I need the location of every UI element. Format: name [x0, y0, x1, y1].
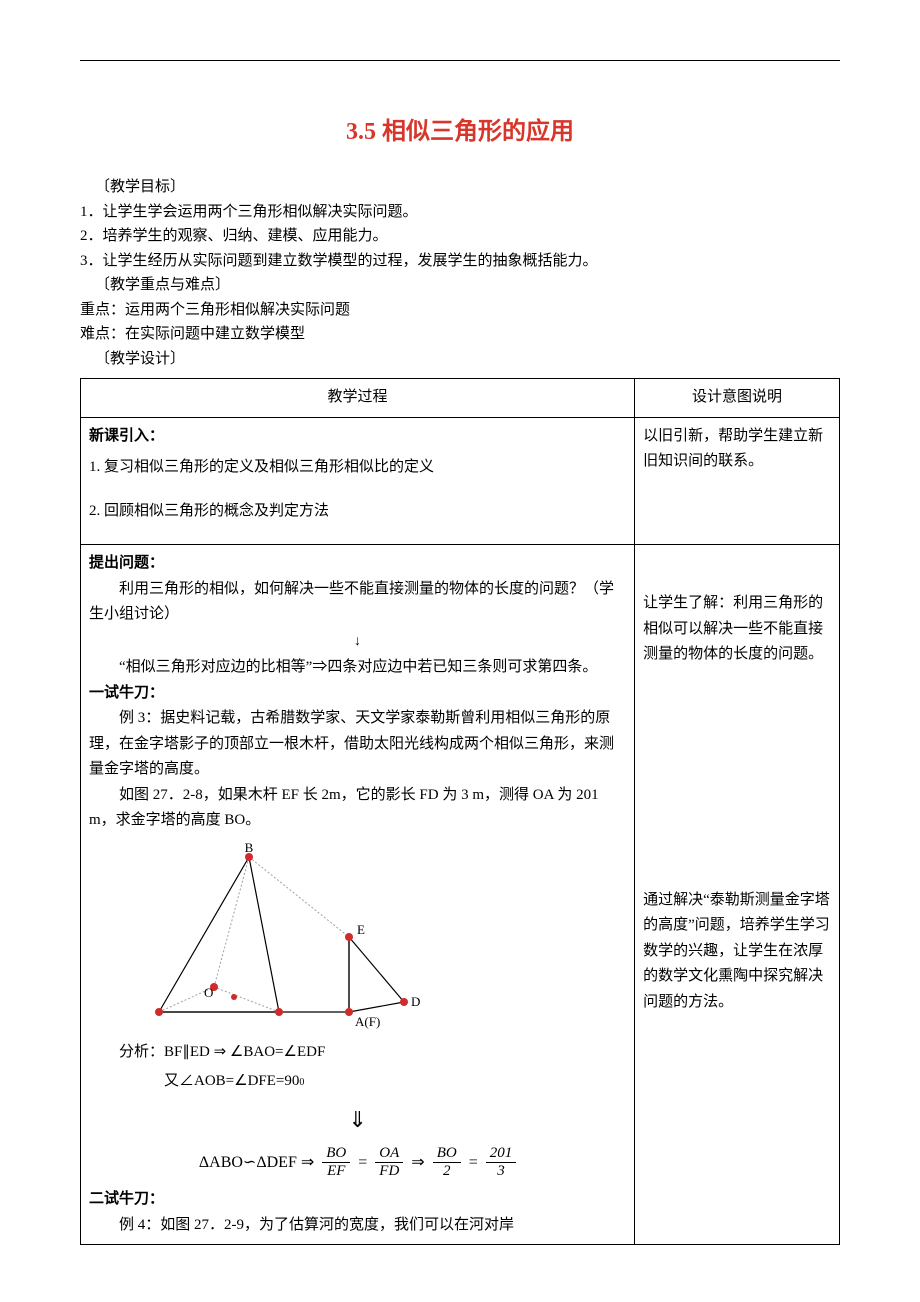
diagram-label-d: D [411, 994, 420, 1009]
equals-2: = [465, 1149, 482, 1176]
table-row: 新课引入： 1. 复习相似三角形的定义及相似三角形相似比的定义 2. 回顾相似三… [81, 417, 840, 545]
frac-num: OA [375, 1146, 403, 1163]
goal-item-3: 3．让学生经历从实际问题到建立数学模型的过程，发展学生的抽象概括能力。 [80, 250, 840, 273]
down-arrow-small-icon: ↓ [89, 630, 626, 654]
analysis-expr-2: 又∠AOB=∠DFE=90 [164, 1069, 299, 1095]
right-note-2: 通过解决“泰勒斯测量金字塔的高度”问题，培养学生学习数学的兴趣，让学生在浓厚的数… [643, 888, 831, 1016]
try2-example-text: 例 4：如图 27．2-9，为了估算河的宽度，我们可以在河对岸 [89, 1213, 626, 1239]
sim-prefix: ΔABO∽ΔDEF ⇒ [195, 1149, 318, 1176]
fraction-201-3: 201 3 [486, 1146, 517, 1179]
frac-num: BO [433, 1146, 461, 1163]
right-note-1: 让学生了解：利用三角形的相似可以解决一些不能直接测量的物体的长度的问题。 [643, 591, 831, 668]
pyramid-diagram: B E O A(F) D [89, 842, 626, 1032]
table-header-left: 教学过程 [81, 379, 635, 418]
question-title: 提出问题： [89, 551, 626, 577]
diagram-label-o: O [204, 985, 213, 1000]
try1-example-text: 例 3：据史料记载，古希腊数学家、天文学家泰勒斯曾利用相似三角形的原理，在金字塔… [89, 706, 626, 783]
question-body-1: 利用三角形的相似，如何解决一些不能直接测量的物体的长度的问题？（学生小组讨论） [89, 577, 626, 628]
frac-den: 2 [439, 1163, 455, 1179]
page-title: 3.5 相似三角形的应用 [80, 111, 840, 146]
diagram-label-af: A(F) [355, 1014, 380, 1029]
down-double-arrow-icon: ⇓ [89, 1101, 626, 1138]
section-keypoints-label: 〔教学重点与难点〕 [80, 274, 840, 297]
fraction-oa-fd: OA FD [375, 1146, 403, 1179]
goal-item-1: 1．让学生学会运用两个三角形相似解决实际问题。 [80, 201, 840, 224]
frac-den: EF [323, 1163, 349, 1179]
keypoint-1: 重点：运用两个三角形相似解决实际问题 [80, 299, 840, 322]
fraction-bo-ef: BO EF [322, 1146, 350, 1179]
table-header-right: 设计意图说明 [635, 379, 840, 418]
try1-figure-text: 如图 27．2-8，如果木杆 EF 长 2m，它的影长 FD 为 3 m，测得 … [89, 783, 626, 834]
lesson-table: 教学过程 设计意图说明 新课引入： 1. 复习相似三角形的定义及相似三角形相似比… [80, 378, 840, 1245]
analysis-line-2: 又∠AOB=∠DFE=900 [89, 1069, 626, 1095]
intro-right: 以旧引新，帮助学生建立新旧知识间的联系。 [635, 417, 840, 545]
frac-den: FD [375, 1163, 403, 1179]
section-design-label: 〔教学设计〕 [80, 348, 840, 371]
question-body-2: “相似三角形对应边的比相等”⇒四条对应边中若已知三条则可求第四条。 [89, 655, 626, 681]
goal-item-2: 2．培养学生的观察、归纳、建模、应用能力。 [80, 225, 840, 248]
try1-title: 一试牛刀： [89, 681, 626, 707]
intro-title: 新课引入： [89, 424, 626, 450]
keypoint-2: 难点：在实际问题中建立数学模型 [80, 323, 840, 346]
similarity-equation: ΔABO∽ΔDEF ⇒ BO EF = OA FD ⇒ BO 2 [89, 1146, 626, 1179]
intro-item-2: 2. 回顾相似三角形的概念及判定方法 [89, 499, 626, 525]
intro-item-1: 1. 复习相似三角形的定义及相似三角形相似比的定义 [89, 455, 626, 481]
frac-num: BO [322, 1146, 350, 1163]
section-goal-label: 〔教学目标〕 [80, 176, 840, 199]
table-row: 提出问题： 利用三角形的相似，如何解决一些不能直接测量的物体的长度的问题？（学生… [81, 545, 840, 1245]
frac-num: 201 [486, 1146, 517, 1163]
analysis-label: 分析： [119, 1040, 164, 1066]
fraction-bo-2: BO 2 [433, 1146, 461, 1179]
analysis-line-1: 分析： BF∥ED ⇒ ∠BAO=∠EDF [89, 1040, 626, 1066]
frac-den: 3 [493, 1163, 509, 1179]
analysis-expr-1: BF∥ED ⇒ ∠BAO=∠EDF [164, 1040, 325, 1066]
equals-1: = [354, 1149, 371, 1176]
header-rule [80, 60, 840, 61]
implies-2: ⇒ [407, 1149, 428, 1176]
angle-degree-sup: 0 [299, 1074, 304, 1091]
diagram-label-e: E [357, 922, 365, 937]
diagram-label-b: B [245, 842, 254, 855]
try2-title: 二试牛刀： [89, 1187, 626, 1213]
